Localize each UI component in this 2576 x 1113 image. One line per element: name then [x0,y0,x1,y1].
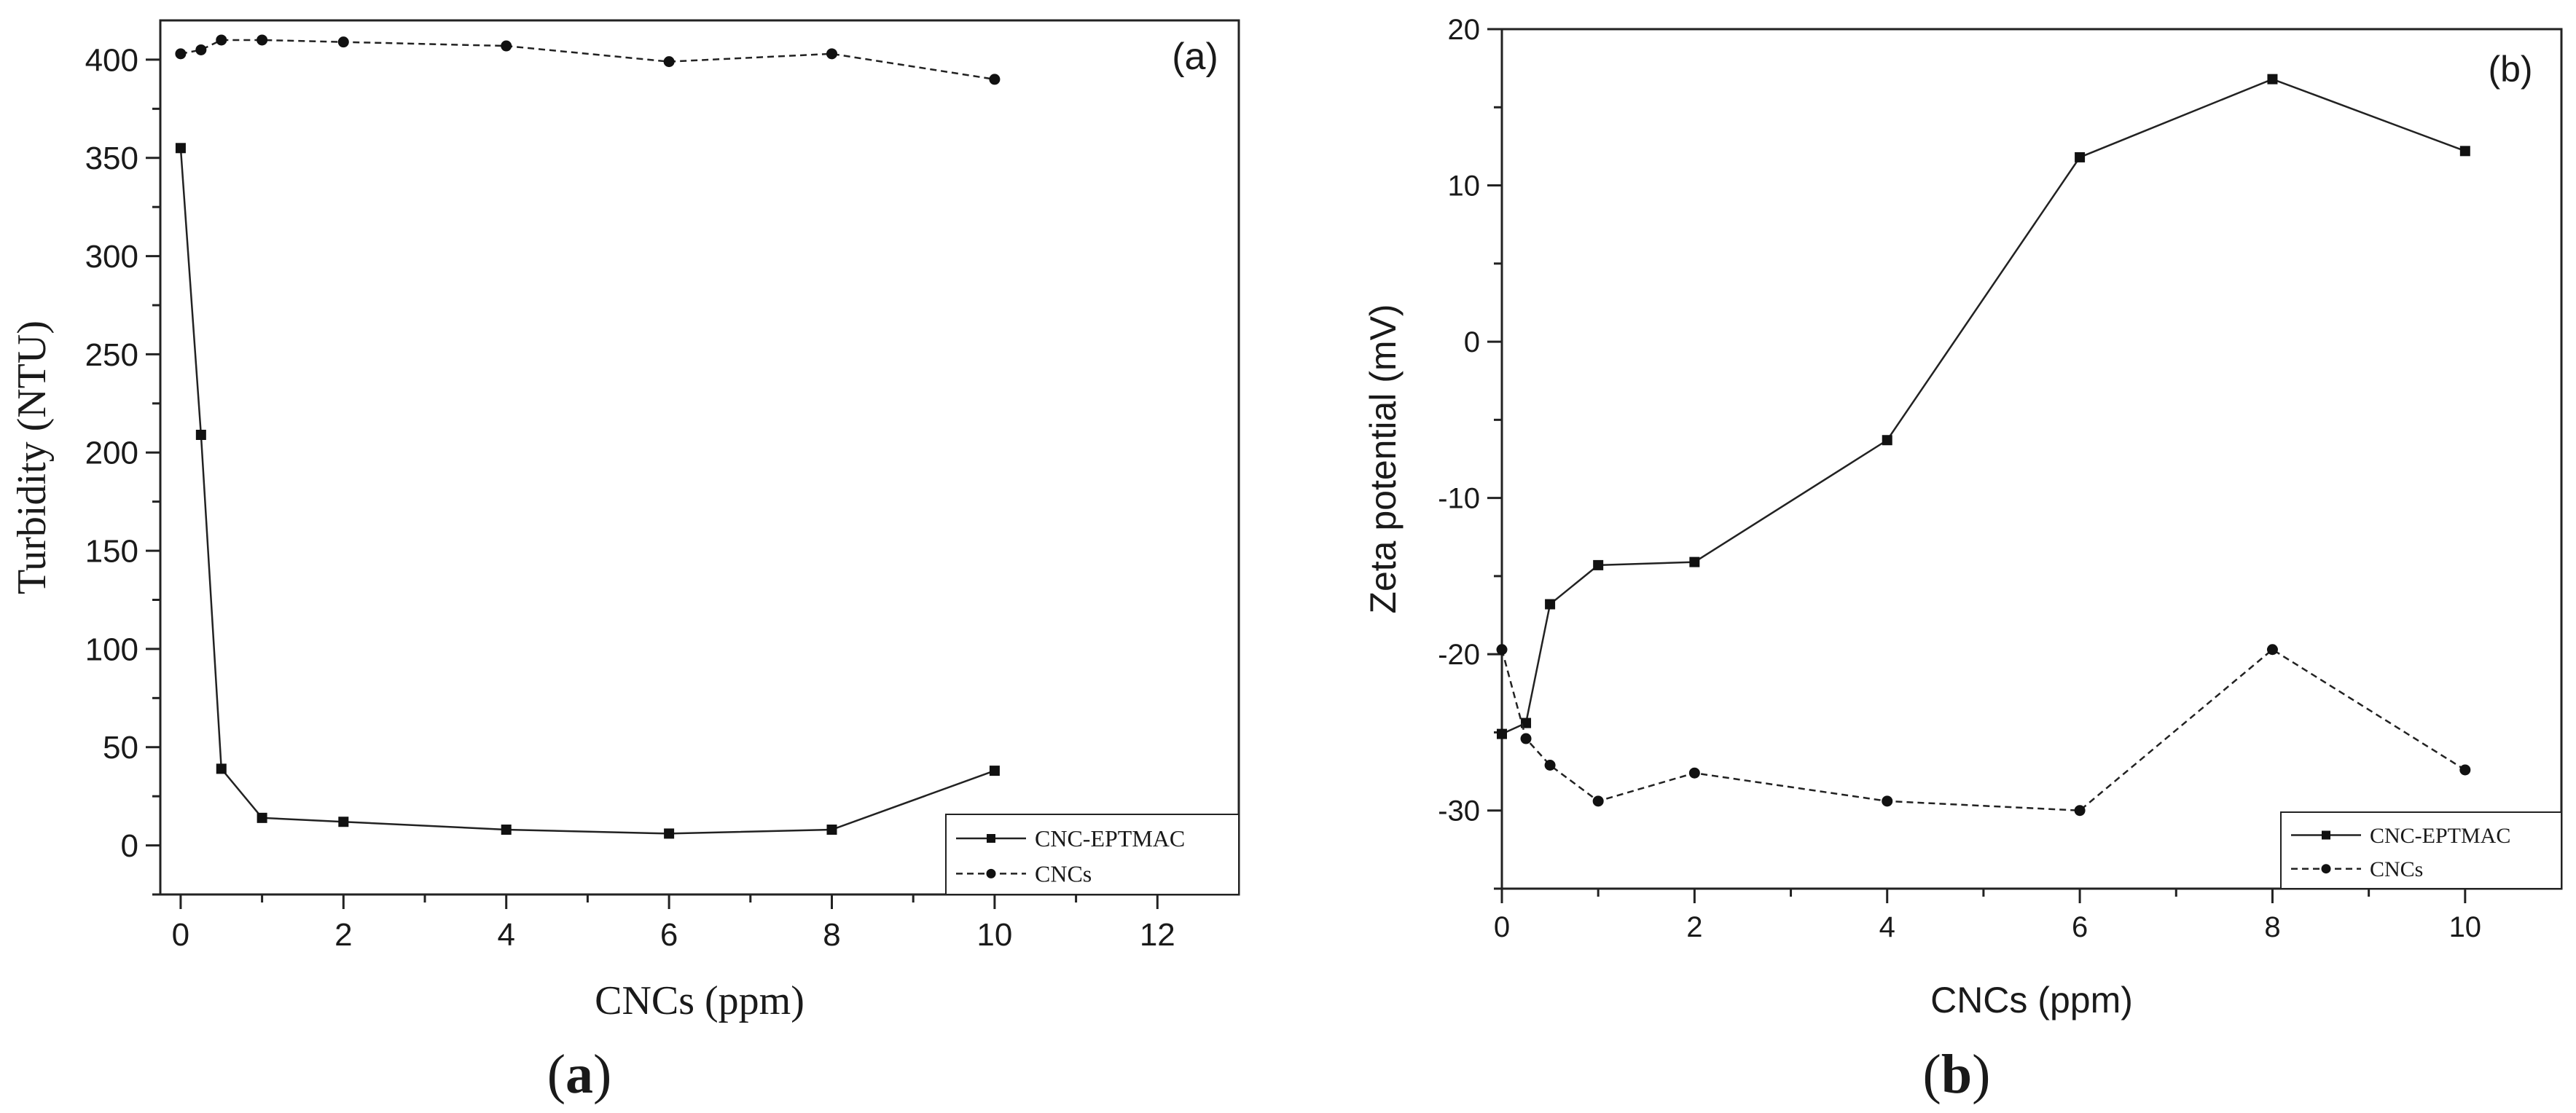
panel-a-x-tick-label: 10 [976,917,1012,953]
panel-a-data-point [195,429,206,440]
panel-a-plot-frame [159,19,1240,896]
panel-a-x-tick-label: 4 [497,917,514,953]
panel-a-data-point [175,48,187,60]
panel-b-panel-tag: (b) [2488,49,2532,90]
panel-a-y-tick-label: 400 [85,42,138,78]
panel-a-y-tick-label: 50 [103,730,138,766]
panel-a-data-point [663,56,675,68]
panel-b-data-point [1497,728,1507,739]
panel-b-y-tick-label: -10 [1438,483,1480,515]
panel-a-legend-label: CNCs [1035,861,1092,887]
panel-b-data-point [2075,152,2086,162]
panel-b-x-axis-label: CNCs (ppm) [1930,980,2133,1020]
panel-a-data-point [216,763,227,774]
panel-b-data-point [1882,435,1892,446]
panel-b-data-point [1520,733,1532,744]
panel-b-x-tick-label: 10 [2449,911,2482,943]
panel-a-chart: 0 2 4 6 8 10 12 0 50 100 150 200 250 300 350 400 CNCs (p… [9,19,1240,1023]
panel-a-legend-label: CNC-EPTMAC [1035,825,1185,852]
panel-a-y-tick-label: 0 [121,828,138,864]
panel-a-caption-letter: a [565,1044,593,1105]
panel-b-data-point [1544,760,1556,771]
panel-b-plot-frame [1500,28,2563,890]
panel-a-legend-box [945,814,1240,895]
panel-b-data-point [2459,764,2471,776]
panel-a-y-tick-label: 150 [85,533,138,569]
panel-b-series-line-cncs [1500,648,2466,811]
panel-b-data-point [1593,559,1604,570]
panel-b-data-point [2267,74,2278,84]
panel-a-data-point [664,828,675,839]
panel-b-x-tick-label: 6 [2072,911,2088,943]
panel-a-x-tick-label: 2 [334,917,352,953]
panel-b-y-axis-label: Zeta potential (mV) [1363,304,1404,613]
panel-a-data-point [216,34,227,46]
panel-a-data-point [195,44,207,55]
panel-a-data-point [337,36,349,48]
panel-a-series-line-cnc-eptmac [179,148,995,835]
panel-a-data-point [338,817,349,827]
panel-b-data-point [2266,644,2278,656]
panel-a-x-tick-label: 12 [1140,917,1175,953]
panel-a-y-tick-label: 250 [85,337,138,373]
panel-b-data-point [1882,795,1893,807]
panel-b-legend-marker [2322,830,2330,840]
panel-a-y-axis-label: Turbidity (NTU) [9,320,55,594]
panel-b-data-point [1521,717,1532,728]
panel-b-data-point [1689,556,1700,567]
panel-a-data-point [989,766,1000,776]
panel-b-y-tick-label: -30 [1438,795,1480,827]
panel-a-caption: (a) [547,1044,612,1105]
panel-a-panel-tag: (a) [1172,36,1218,78]
panel-a-data-point [501,825,512,835]
panel-b-legend-marker [2321,864,2331,874]
panel-b-legend-label: CNC-EPTMAC [2370,824,2510,848]
panel-b-x-tick-label: 2 [1686,911,1702,943]
panel-b-x-tick-label: 0 [1494,911,1510,943]
panel-b-y-tick-label: 20 [1448,14,1481,46]
panel-b-x-tick-label: 8 [2264,911,2280,943]
panel-a-y-tick-label: 300 [85,239,138,275]
panel-a-y-tick-label: 100 [85,632,138,667]
panel-a-y-tick-label: 200 [85,436,138,471]
panel-a-data-point [257,34,268,46]
panel-b-data-point [1496,644,1508,656]
panel-b-data-point [1592,795,1604,807]
panel-a-x-tick-label: 0 [172,917,189,953]
panel-b-legend-label: CNCs [2370,857,2423,881]
panel-b-legend-box [2280,811,2562,889]
panel-b-caption: (b) [1923,1044,1991,1105]
panel-a-series-line-cncs [180,39,995,81]
panel-a-x-axis-label: CNCs (ppm) [595,978,804,1023]
panel-b-caption-letter: b [1941,1044,1972,1105]
panel-a-legend-marker [986,868,996,878]
panel-b-x-tick-label: 4 [1879,911,1895,943]
panel-a-data-point [826,825,837,835]
panel-a-data-point [257,812,267,823]
panel-a-x-tick-label: 8 [823,917,840,953]
panel-a-x-tick-label: 6 [660,917,678,953]
panel-a-legend-marker [987,834,995,843]
panel-a-data-point [826,48,838,60]
panel-a-data-point [175,143,186,154]
panel-b-chart: 0 2 4 6 8 10 -30 -20 -10 0 10 20 CNCs (ppm) Zeta pote… [1363,14,2563,1020]
panel-b-series-line-cnc-eptmac [1501,78,2466,735]
panel-b-data-point [2459,146,2470,157]
panel-a-data-point [989,74,1001,85]
panel-a-y-tick-label: 350 [85,141,138,176]
panel-b-data-point [1545,599,1556,610]
panel-b-data-point [2074,805,2086,817]
panel-b-data-point [1688,767,1700,779]
panel-b-y-tick-label: 10 [1448,170,1481,202]
panel-b-y-tick-label: -20 [1438,639,1480,671]
panel-a-data-point [501,40,512,52]
panel-b-y-tick-label: 0 [1464,326,1480,358]
